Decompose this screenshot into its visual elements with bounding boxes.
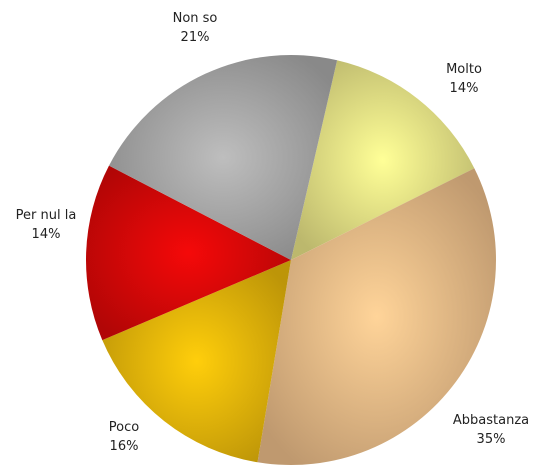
pie-slice-abbastanza (257, 168, 496, 466)
slice-value-label: 16% (110, 439, 139, 454)
slice-label: Non so (173, 11, 218, 26)
slice-value-label: 35% (477, 432, 506, 447)
slice-label: Abbastanza (453, 413, 529, 428)
pie-slice-non-so (109, 54, 338, 260)
slice-label: Poco (109, 420, 139, 435)
slice-label: Molto (446, 62, 482, 77)
slice-value-label: 14% (450, 81, 479, 96)
slice-label: Per nul la (16, 208, 77, 223)
pie-slice-per-nul-la (86, 165, 291, 341)
slice-value-label: 21% (181, 30, 210, 45)
pie-slice-molto (291, 60, 475, 260)
pie-slice-poco (102, 260, 291, 463)
pie-labels: Molto 14% Abbastanza 35% Poco 16% Per nul la 14… (16, 11, 529, 454)
pie-slices (86, 54, 496, 466)
slice-value-label: 14% (32, 227, 61, 242)
